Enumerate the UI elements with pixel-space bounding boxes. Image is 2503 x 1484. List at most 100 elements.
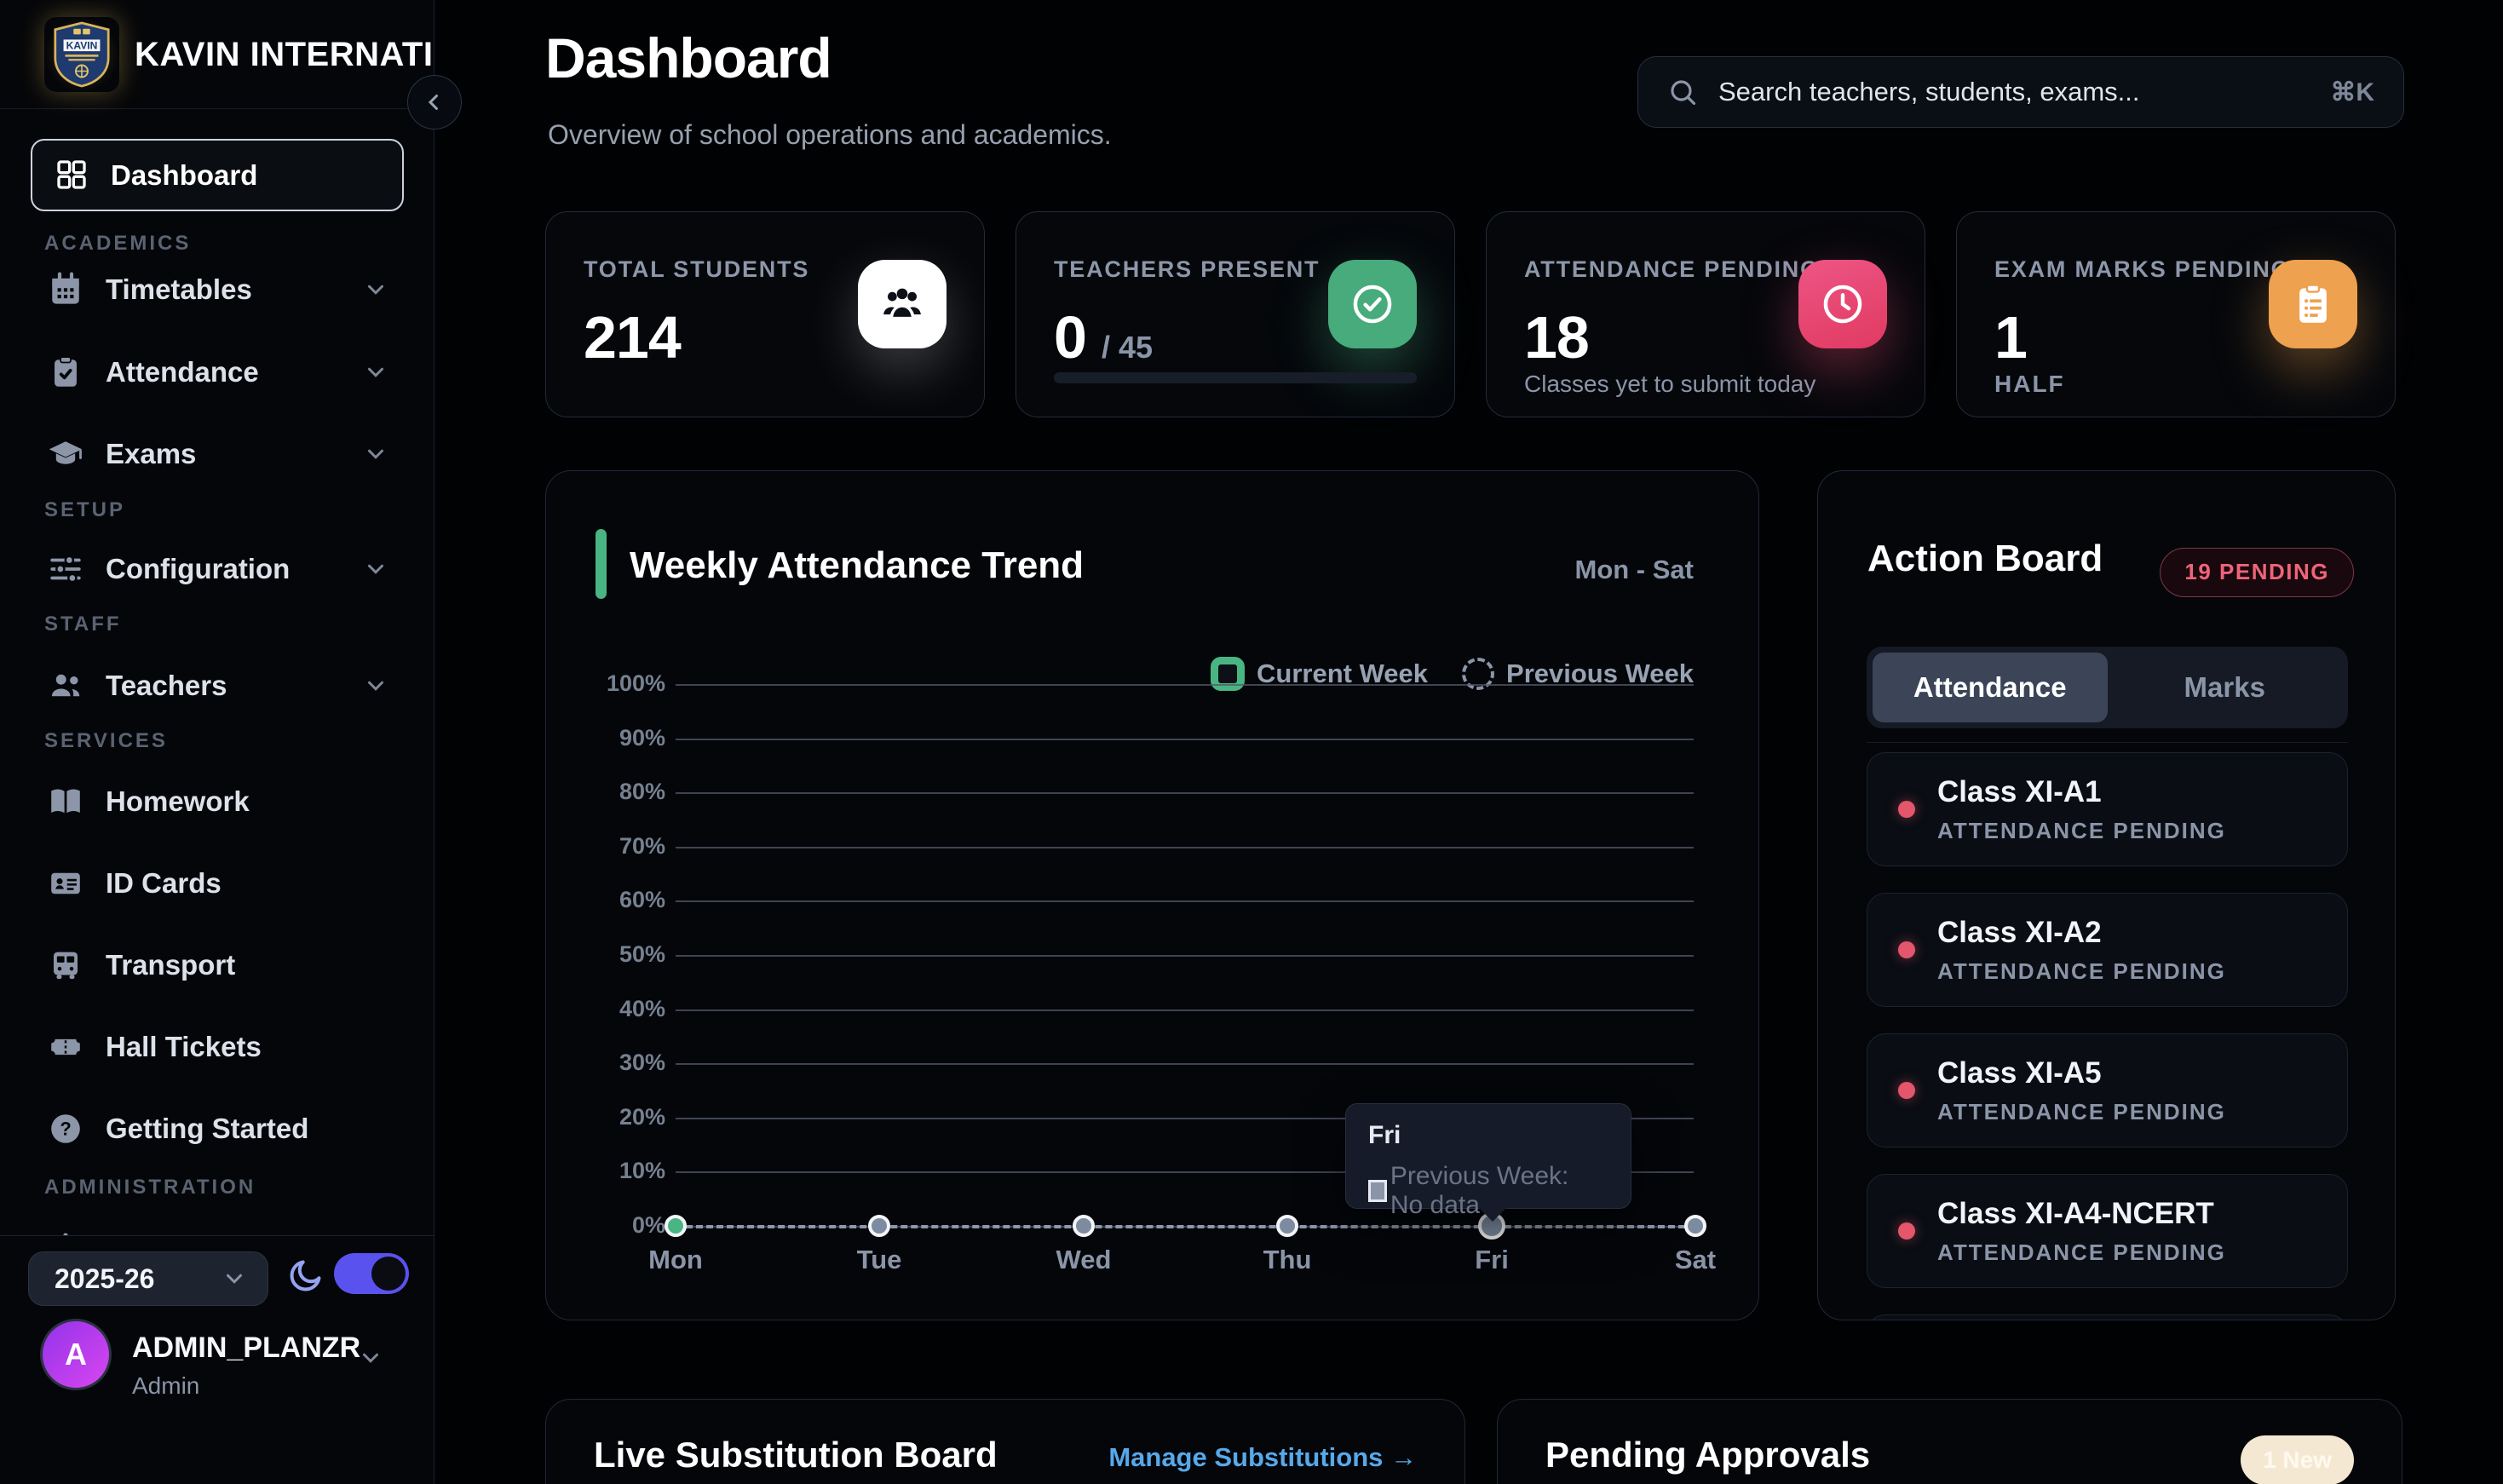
tooltip-text: Previous Week: No data (1390, 1162, 1569, 1219)
tab-marks[interactable]: Marks (2184, 671, 2265, 703)
status-badge: ATTENDANCE PENDING (1937, 1098, 2226, 1125)
pending-dot-icon (1898, 801, 1915, 818)
section-setup: SETUP (44, 498, 126, 521)
action-board-tabs: Attendance Marks (1867, 647, 2348, 728)
list-item-class-xi-a5[interactable]: Class XI-A5 ATTENDANCE PENDING (1867, 1033, 2348, 1148)
academic-year-select[interactable]: 2025-26 (28, 1251, 268, 1306)
stat-caption: HALF (1994, 371, 2065, 397)
graduation-cap-icon (48, 436, 83, 472)
stat-value: 214 (584, 304, 682, 371)
school-logo: KAVIN (44, 17, 119, 92)
sidebar-item-label: Settings (106, 1232, 216, 1235)
global-search[interactable]: ⌘K (1637, 56, 2404, 128)
pending-approvals-panel: Pending Approvals 1 New (1497, 1399, 2402, 1484)
sidebar-item-transport[interactable]: Transport (31, 924, 404, 1006)
chart-tooltip: Fri Previous Week: No data (1345, 1103, 1631, 1222)
x-label: Sat (1674, 1245, 1717, 1274)
sidebar-item-label: Exams (106, 438, 197, 469)
bus-icon (48, 947, 83, 983)
sidebar-collapse-button[interactable] (407, 75, 462, 129)
stat-label: EXAM MARKS PENDING (1994, 256, 2291, 282)
status-badge: ATTENDANCE PENDING (1937, 1239, 2226, 1265)
page-title: Dashboard (545, 26, 832, 89)
user-name: ADMIN_PLANZR (132, 1332, 361, 1364)
new-count-badge: 1 New (2241, 1435, 2354, 1484)
sidebar-footer: 2025-26 A ADMIN_PLANZR Admin (0, 1235, 434, 1484)
sidebar-item-label: Getting Started (106, 1113, 309, 1144)
chevron-down-icon[interactable] (358, 1345, 383, 1371)
search-shortcut: ⌘K (2330, 78, 2374, 106)
x-label: Thu (1263, 1245, 1312, 1274)
sidebar-item-label: Hall Tickets (106, 1031, 262, 1062)
theme-toggle[interactable] (334, 1253, 409, 1294)
brand-name: KAVIN INTERNATIONAL (135, 35, 434, 73)
section-academics: ACADEMICS (44, 232, 192, 255)
action-board-panel: Action Board 19 PENDING Attendance Marks… (1817, 470, 2396, 1320)
sidebar-item-timetables[interactable]: Timetables (31, 249, 404, 331)
weekly-attendance-panel: Weekly Attendance Trend Mon - Sat Curren… (545, 470, 1759, 1320)
list-item-partial[interactable] (1867, 1314, 2348, 1320)
tab-attendance[interactable]: Attendance (1873, 653, 2108, 722)
clock-icon (1798, 260, 1887, 348)
sidebar-item-dashboard[interactable]: Dashboard (31, 139, 404, 211)
id-card-icon (48, 866, 83, 901)
sidebar-item-label: Dashboard (111, 158, 258, 191)
section-staff: STAFF (44, 613, 122, 636)
section-administration: ADMINISTRATION (44, 1176, 256, 1199)
chevron-down-icon (363, 673, 388, 699)
x-label: Tue (856, 1245, 902, 1274)
data-point-mon (665, 1215, 687, 1237)
legend-current-week[interactable]: Current Week (1211, 657, 1428, 691)
stats-row: TOTAL STUDENTS 214 TEACHERS PRESENT 0 / … (545, 211, 2396, 417)
gear-icon (48, 1230, 83, 1235)
sidebar-item-label: Transport (106, 949, 236, 981)
sidebar-item-getting-started[interactable]: ? Getting Started (31, 1088, 404, 1170)
live-substitution-panel: Live Substitution Board Manage Substitut… (545, 1399, 1465, 1484)
sidebar: KAVIN KAVIN INTERNATIONAL Dashboard ACAD… (0, 0, 434, 1484)
list-item-class-xi-a1[interactable]: Class XI-A1 ATTENDANCE PENDING (1867, 752, 2348, 866)
manage-substitutions-link[interactable]: Manage Substitutions → (1108, 1442, 1417, 1472)
sidebar-item-label: ID Cards (106, 867, 222, 899)
sidebar-item-teachers[interactable]: Teachers (31, 645, 404, 727)
sidebar-item-settings[interactable]: Settings (31, 1207, 404, 1235)
status-badge: ATTENDANCE PENDING (1937, 817, 2226, 843)
sidebar-item-configuration[interactable]: Configuration (31, 528, 404, 610)
chevron-down-icon (363, 359, 388, 385)
legend-previous-week[interactable]: Previous Week (1462, 658, 1694, 690)
chevron-down-icon (363, 556, 388, 582)
chevron-left-icon (428, 95, 438, 110)
sliders-icon (48, 551, 83, 587)
sidebar-item-attendance[interactable]: Attendance (31, 331, 404, 413)
stat-value: 0 (1054, 304, 1087, 371)
chevron-down-icon (227, 1274, 242, 1284)
toggle-knob (371, 1257, 406, 1291)
x-label: Wed (1056, 1245, 1112, 1274)
academic-year-value: 2025-26 (55, 1263, 155, 1294)
sidebar-item-homework[interactable]: Homework (31, 761, 404, 843)
data-point-wed (1073, 1215, 1095, 1237)
tooltip-title: Fri (1368, 1121, 1401, 1149)
chart-title: Weekly Attendance Trend (630, 544, 1085, 586)
page-subtitle: Overview of school operations and academ… (548, 119, 1112, 150)
stat-value: 1 (1994, 304, 2028, 371)
data-point-sat (1684, 1215, 1706, 1237)
stat-value: 18 (1524, 304, 1590, 371)
stat-card-attendance-pending: ATTENDANCE PENDING 18 Classes yet to sub… (1486, 211, 1925, 417)
sidebar-item-hall-tickets[interactable]: Hall Tickets (31, 1006, 404, 1088)
sidebar-item-id-cards[interactable]: ID Cards (31, 843, 404, 924)
action-board-title: Action Board (1867, 538, 2103, 579)
clipboard-check-icon (48, 354, 83, 390)
list-item-class-xi-a2[interactable]: Class XI-A2 ATTENDANCE PENDING (1867, 893, 2348, 1007)
sidebar-item-exams[interactable]: Exams (31, 413, 404, 495)
chart-range: Mon - Sat (1574, 555, 1695, 584)
sidebar-header: KAVIN KAVIN INTERNATIONAL (0, 0, 434, 109)
previous-week-line (676, 1225, 1695, 1228)
search-input[interactable] (1718, 77, 2310, 107)
sidebar-nav: Dashboard ACADEMICS Timetables (0, 109, 434, 1235)
list-item-class-xi-a4-ncert[interactable]: Class XI-A4-NCERT ATTENDANCE PENDING (1867, 1174, 2348, 1288)
svg-text:KAVIN: KAVIN (66, 39, 98, 51)
chart-legend: Current Week Previous Week (1211, 657, 1694, 691)
avatar[interactable]: A (40, 1319, 112, 1390)
stat-card-teachers-present: TEACHERS PRESENT 0 / 45 (1016, 211, 1455, 417)
previous-week-swatch (1462, 658, 1495, 690)
